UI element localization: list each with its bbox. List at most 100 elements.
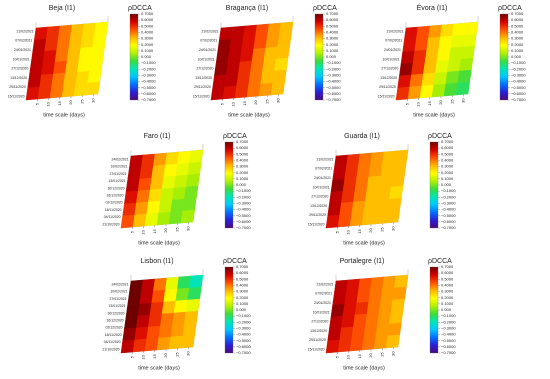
colorbar-tick-label: 0.4000 [326, 29, 339, 34]
surface-cell [158, 324, 173, 339]
surface-cell [448, 46, 463, 61]
colorbar-tick-label: −0.1000 [326, 60, 341, 65]
surface-cell [185, 173, 200, 188]
surface-cell [435, 59, 450, 74]
surface-cell [378, 174, 393, 189]
surface-cell [180, 334, 195, 349]
surface-cell [246, 83, 261, 98]
surface-cell [34, 26, 49, 41]
surface-cell [177, 275, 192, 290]
surface-cell [464, 21, 479, 36]
surface-cell [332, 166, 347, 181]
surface-cell [330, 178, 345, 193]
surface-cell [325, 339, 340, 354]
surface-cell [455, 81, 470, 96]
surface-cell [407, 85, 422, 100]
surface-cell [329, 315, 344, 330]
surface-cell [414, 37, 429, 52]
x-tick-label: 15 [242, 100, 247, 105]
colorbar-tick-label: 0.3000 [441, 289, 454, 294]
surface-cell [258, 82, 273, 97]
surface-cell [353, 313, 368, 328]
date-label: 24/02/2021 [112, 282, 129, 286]
surface-cell [377, 186, 392, 201]
panel: Portalegre (I1) 5 10 15 20 25 30 time scale (da… [308, 258, 457, 372]
surface-cell [349, 212, 364, 227]
x-tick-label: 25 [449, 99, 454, 104]
surface-cell [375, 198, 390, 213]
surface-cell [94, 21, 109, 36]
colorbar-tick-label: −0.4000 [141, 79, 156, 84]
surface-cell [29, 62, 44, 77]
colorbar-tick-label: −0.1000 [141, 60, 156, 65]
surface-cell [66, 47, 81, 62]
date-label: 13/01/2021 [109, 304, 126, 308]
surface-cell [124, 315, 139, 330]
colorbar-tick-label: 0.4000 [511, 29, 524, 34]
colorbar-tick-label: −0.3000 [141, 72, 156, 77]
colorbar-tick-label: 0.4000 [236, 157, 249, 162]
surface-cell [339, 201, 354, 216]
surface-cell [161, 175, 176, 190]
colorbar-tick-label: 0.000 [441, 182, 452, 187]
surface-cell [377, 311, 392, 326]
date-label: 21/02/2021 [317, 157, 334, 161]
surface-cell [346, 153, 361, 168]
surface-cell [229, 37, 244, 52]
surface-cell [63, 71, 78, 86]
x-axis-label: time scale (days) [228, 112, 270, 118]
surface-cell [90, 45, 105, 60]
date-label: 27/01/2021 [110, 172, 127, 176]
date-label: 13/12/2020 [10, 76, 27, 80]
colorbar-tick-label: 0.7000 [236, 139, 249, 144]
date-label: 10/01/2021 [313, 185, 330, 189]
colorbar-tick-label: −0.1000 [236, 188, 251, 193]
x-axis-label: time scale (days) [413, 112, 455, 118]
surface-cell [385, 209, 400, 224]
colorbar-tick-label: −0.1000 [441, 313, 456, 318]
date-label: 15/11/2020 [8, 94, 25, 98]
x-tick-label: 20 [253, 99, 258, 104]
surface-cell [68, 35, 83, 50]
colorbar-tick-label: −0.4000 [441, 332, 456, 337]
surface-cell [219, 26, 234, 41]
surface-cell [394, 149, 409, 164]
colorbar-tick-label: 0.000 [236, 307, 247, 312]
date-label: 15/11/2020 [308, 347, 325, 351]
x-tick-label: 5 [334, 355, 339, 358]
colorbar-tick-label: −0.4000 [326, 79, 341, 84]
date-label: 21/02/2021 [387, 29, 404, 33]
surface-cell [222, 85, 237, 100]
date-label: 15/11/2020 [378, 94, 395, 98]
surface-cell [134, 326, 149, 341]
colorbar-tick-label: −0.2000 [511, 66, 526, 71]
surface-cell [163, 288, 178, 303]
x-tick-label: 15 [57, 100, 62, 105]
date-label: 10/01/2021 [313, 310, 330, 314]
surface-cell [416, 25, 431, 40]
date-label: 24/01/2021 [14, 48, 31, 52]
surface-cell [127, 291, 142, 306]
surface-cell [87, 69, 102, 84]
surface-cell [214, 62, 229, 77]
colorbar-tick-label: −0.6000 [236, 219, 251, 224]
date-label: 10/02/2021 [111, 290, 128, 294]
surface-cell [402, 38, 417, 53]
surface-cell [341, 189, 356, 204]
colorbar-tick-label: 0.3000 [236, 289, 249, 294]
colorbar-tick-label: 0.6000 [141, 17, 154, 22]
colorbar-label: ρDCCA [128, 5, 152, 12]
surface-cell [170, 323, 185, 338]
surface-cell [421, 72, 436, 87]
colorbar-tick-label: −0.7000 [441, 225, 456, 230]
surface-cell [370, 276, 385, 291]
surface-cell [380, 162, 395, 177]
surface-cell [125, 178, 140, 193]
colorbar-tick-label: 0.5000 [326, 23, 339, 28]
surface-cell [368, 288, 383, 303]
surface-cell [361, 211, 376, 226]
surface-cell [387, 197, 402, 212]
surface-cell [89, 57, 104, 72]
surface-cell [397, 74, 412, 89]
surface-cell [327, 202, 342, 217]
